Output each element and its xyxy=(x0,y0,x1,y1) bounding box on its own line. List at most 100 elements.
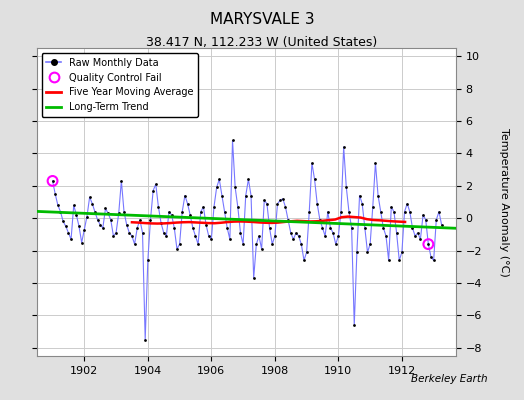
Point xyxy=(355,192,364,199)
Point xyxy=(231,184,239,191)
Point xyxy=(53,202,62,208)
Legend: Raw Monthly Data, Quality Control Fail, Five Year Moving Average, Long-Term Tren: Raw Monthly Data, Quality Control Fail, … xyxy=(41,53,198,117)
Point xyxy=(427,254,435,260)
Point xyxy=(390,208,398,215)
Point xyxy=(430,257,438,264)
Point xyxy=(292,230,300,236)
Point xyxy=(408,225,417,231)
Point xyxy=(133,225,141,231)
Point xyxy=(191,233,200,239)
Point xyxy=(128,233,136,239)
Point xyxy=(85,194,94,200)
Point xyxy=(186,212,194,218)
Point xyxy=(183,200,192,207)
Point xyxy=(170,225,179,231)
Point xyxy=(294,233,303,239)
Point xyxy=(432,217,441,223)
Point xyxy=(353,249,361,256)
Point xyxy=(157,220,165,226)
Point xyxy=(234,204,242,210)
Point xyxy=(368,204,377,210)
Point xyxy=(123,222,131,228)
Point xyxy=(247,192,255,199)
Point xyxy=(287,230,295,236)
Point xyxy=(162,233,170,239)
Point xyxy=(310,176,319,182)
Point xyxy=(130,241,139,247)
Point xyxy=(64,230,73,236)
Point xyxy=(242,192,250,199)
Point xyxy=(67,236,75,242)
Point xyxy=(271,233,279,239)
Point xyxy=(226,236,234,242)
Point xyxy=(406,208,414,215)
Text: MARYSVALE 3: MARYSVALE 3 xyxy=(210,12,314,27)
Point xyxy=(374,192,383,199)
Point xyxy=(252,241,260,247)
Point xyxy=(91,208,99,215)
Point xyxy=(308,160,316,166)
Point xyxy=(424,241,432,247)
Point xyxy=(106,217,115,223)
Point xyxy=(265,225,274,231)
Point xyxy=(117,178,126,184)
Point xyxy=(168,212,176,218)
Point xyxy=(78,239,86,246)
Point xyxy=(210,204,218,210)
Point xyxy=(387,204,396,210)
Point xyxy=(324,208,332,215)
Point xyxy=(421,217,430,223)
Point xyxy=(379,225,388,231)
Point xyxy=(239,241,247,247)
Point xyxy=(83,213,91,220)
Point xyxy=(377,208,385,215)
Point xyxy=(159,230,168,236)
Point xyxy=(249,275,258,281)
Point xyxy=(194,241,202,247)
Point xyxy=(104,210,112,216)
Point xyxy=(181,192,189,199)
Point xyxy=(196,208,205,215)
Point xyxy=(334,233,343,239)
Point xyxy=(395,257,403,264)
Point xyxy=(302,249,311,256)
Point xyxy=(315,217,324,223)
Point xyxy=(136,217,144,223)
Point xyxy=(212,184,221,191)
Point xyxy=(438,222,446,228)
Point xyxy=(363,249,372,256)
Point xyxy=(435,208,443,215)
Point xyxy=(257,246,266,252)
Point xyxy=(411,233,419,239)
Point xyxy=(305,208,313,215)
Y-axis label: Temperature Anomaly (°C): Temperature Anomaly (°C) xyxy=(499,128,509,276)
Point xyxy=(178,208,187,215)
Point xyxy=(199,204,208,210)
Point xyxy=(146,217,155,223)
Point xyxy=(371,160,379,166)
Point xyxy=(115,210,123,216)
Point xyxy=(345,208,353,215)
Point xyxy=(99,225,107,231)
Point xyxy=(263,200,271,207)
Point xyxy=(204,233,213,239)
Point xyxy=(59,218,67,225)
Point xyxy=(400,208,409,215)
Point xyxy=(96,222,104,228)
Point xyxy=(51,191,59,197)
Point xyxy=(125,230,134,236)
Point xyxy=(221,208,229,215)
Point xyxy=(149,188,157,194)
Point xyxy=(154,204,162,210)
Point xyxy=(112,230,121,236)
Point xyxy=(218,192,226,199)
Point xyxy=(165,208,173,215)
Point xyxy=(398,249,406,256)
Point xyxy=(329,230,337,236)
Point xyxy=(416,236,424,242)
Point xyxy=(207,236,215,242)
Point xyxy=(80,226,89,233)
Point xyxy=(342,184,351,191)
Point xyxy=(70,202,78,208)
Point xyxy=(48,178,57,184)
